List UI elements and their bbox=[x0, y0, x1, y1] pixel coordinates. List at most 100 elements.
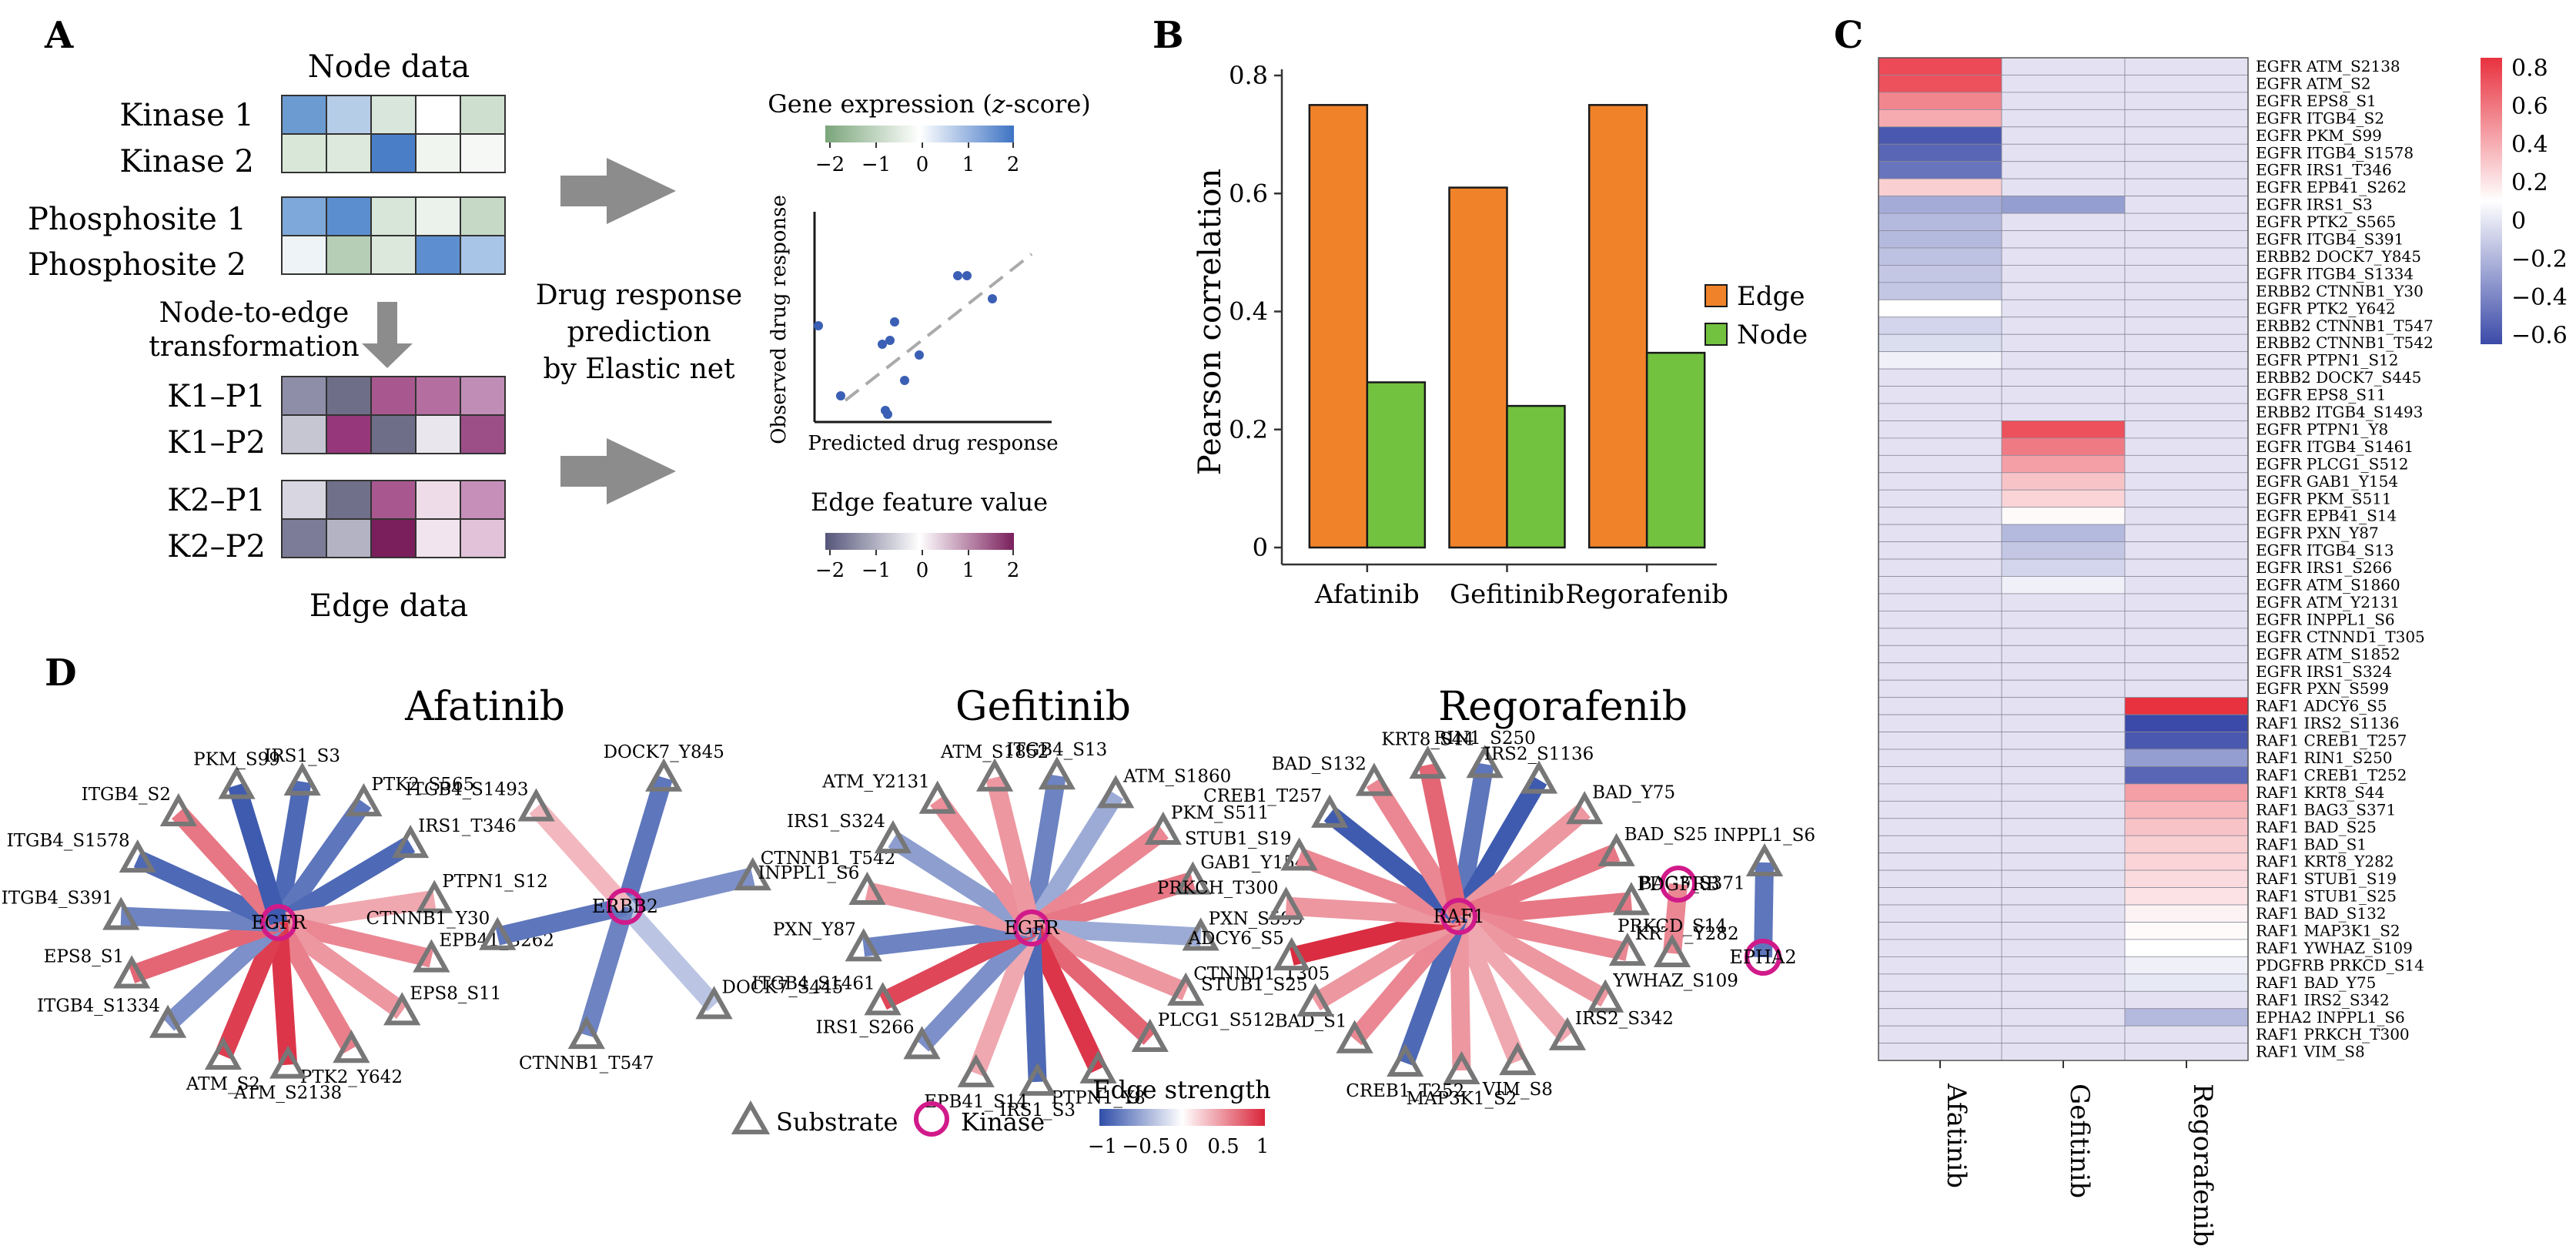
heatmap-cell bbox=[2124, 1008, 2249, 1027]
network-edge bbox=[1022, 927, 1047, 1083]
network-edge bbox=[277, 889, 437, 932]
network-edge bbox=[865, 882, 1034, 937]
model-label: prediction bbox=[567, 317, 711, 348]
substrate-triangle-icon bbox=[864, 982, 902, 1016]
substrate-label: PTK2_S565 bbox=[371, 775, 474, 795]
y-tick-label: 0.6 bbox=[1229, 179, 1268, 208]
heatmap-cell bbox=[2124, 507, 2249, 525]
network-edge bbox=[967, 924, 1041, 1077]
substrate-label: CREB1_T257 bbox=[1203, 786, 1322, 806]
substrate-triangle-icon bbox=[383, 992, 421, 1026]
heatmap-row-label: RAF1 ADCY6_S5 bbox=[2256, 697, 2387, 715]
heatmap-cell bbox=[2001, 507, 2126, 525]
heatmap-cell bbox=[1878, 766, 2002, 785]
gene-expression-legend-title: Gene expression (z-score) bbox=[768, 89, 1091, 119]
heatmap-cell bbox=[2124, 611, 2249, 629]
network-edge bbox=[1031, 919, 1202, 946]
heatmap-cell bbox=[2001, 628, 2126, 646]
heatmap-row-label: PDGFRB PRKCD_S14 bbox=[2256, 956, 2424, 974]
edge-row-label: K1–P1 bbox=[167, 379, 266, 414]
heatmap-cell bbox=[1878, 437, 2002, 456]
heatmap-cell bbox=[2001, 213, 2126, 231]
edge-cell bbox=[281, 376, 327, 416]
scatter-point bbox=[890, 317, 899, 327]
substrate-label: PTK2_Y642 bbox=[300, 1067, 403, 1087]
bar-node bbox=[1506, 404, 1566, 549]
tick-label: 2 bbox=[1007, 153, 1020, 176]
legend-label: Node bbox=[1737, 320, 1808, 350]
heatmap-cell bbox=[2124, 299, 2249, 318]
network-edge bbox=[862, 919, 1033, 957]
substrate-label: ITGB4_S1334 bbox=[37, 996, 160, 1017]
network-edge bbox=[214, 919, 288, 1060]
legend-label: Edge bbox=[1737, 281, 1805, 312]
heatmap-cell bbox=[2124, 576, 2249, 595]
heatmap-cell bbox=[2001, 869, 2126, 889]
colorbar-tick-label: −0.6 bbox=[2511, 323, 2568, 350]
heatmap-cell bbox=[2001, 611, 2126, 629]
substrate-triangle-icon bbox=[1466, 745, 1504, 779]
heatmap-cell bbox=[2124, 1025, 2249, 1044]
gene-expression-ticks: −2 −1 0 1 2 bbox=[815, 142, 1019, 176]
heatmap-cell bbox=[2124, 178, 2249, 196]
scatter-x-label: Predicted drug response bbox=[808, 432, 1058, 455]
heatmap-cell bbox=[2124, 230, 2249, 249]
right-arrow-icon bbox=[560, 438, 676, 504]
heatmap-cell bbox=[2124, 75, 2249, 93]
substrate-triangle-icon bbox=[416, 879, 453, 913]
kinase-label: EGFR bbox=[1004, 917, 1059, 939]
substrate-label: BAD_S25 bbox=[1624, 825, 1708, 845]
substrate-label: IRS1_S324 bbox=[787, 812, 885, 832]
edge-cell bbox=[370, 518, 417, 558]
substrate-triangle-icon bbox=[218, 765, 256, 799]
network-edge bbox=[1028, 919, 1189, 1000]
heatmap-cell bbox=[1878, 800, 2002, 819]
substrate-triangle-icon bbox=[119, 839, 156, 873]
heatmap-row-label: EGFR EPS8_S11 bbox=[2256, 386, 2387, 404]
substrate-triangle-icon bbox=[345, 782, 383, 817]
tick-label: 1 bbox=[1256, 1135, 1270, 1158]
panel-b: B 0 0.2 0.4 0.6 0.8 Pearson correlation Afatin… bbox=[1153, 14, 1808, 610]
heatmap-row-label: RAF1 BAD_S25 bbox=[2256, 818, 2377, 836]
heatmap-cell bbox=[1878, 524, 2002, 543]
edge-cell bbox=[370, 480, 417, 520]
substrate-triangle-icon bbox=[1597, 832, 1635, 866]
heatmap-cell bbox=[2001, 990, 2126, 1010]
node-cell bbox=[370, 133, 417, 173]
substrate-label: IRS1_S266 bbox=[816, 1017, 915, 1037]
heatmap-row-label: EGFR ATM_S1852 bbox=[2256, 645, 2400, 663]
heatmap-cell bbox=[2124, 697, 2249, 715]
substrate-triangle-icon bbox=[1280, 837, 1318, 871]
heatmap-cell bbox=[1878, 558, 2002, 577]
heatmap-row-label: EGFR ITGB4_S1578 bbox=[2256, 143, 2414, 162]
edge-row-label: K2–P1 bbox=[167, 483, 266, 518]
node-cell bbox=[460, 133, 506, 173]
heatmap-cell bbox=[2001, 783, 2126, 802]
heatmap-cell bbox=[1878, 990, 2002, 1010]
heatmap-row-label: EGFR EPS8_S1 bbox=[2256, 92, 2377, 110]
heatmap-cell bbox=[1878, 420, 2002, 439]
heatmap-cell bbox=[1878, 489, 2002, 508]
network-edge bbox=[1025, 921, 1156, 1045]
node-cell bbox=[281, 235, 327, 275]
panel-d: D Afatinib Gefitinib Regorafenib IRS1_S3… bbox=[2, 651, 1815, 1158]
edge-cell bbox=[281, 480, 327, 520]
substrate-label: IRS1_T346 bbox=[418, 816, 517, 836]
model-label: Drug response bbox=[536, 280, 742, 311]
edge-strength-colorbar bbox=[1099, 1109, 1265, 1126]
heatmap-cell bbox=[1878, 109, 2002, 128]
substrate-triangle-icon bbox=[1019, 1062, 1056, 1096]
bar-node bbox=[1645, 351, 1706, 549]
heatmap-cell bbox=[2001, 247, 2126, 266]
heatmap-cell bbox=[1878, 213, 2002, 231]
heatmap-cell bbox=[2001, 75, 2126, 93]
heatmap-cell bbox=[2124, 196, 2249, 214]
substrate-label: PKM_S511 bbox=[1171, 803, 1269, 823]
heatmap-cell bbox=[1878, 368, 2002, 387]
heatmap-cell bbox=[2124, 264, 2249, 283]
substrate-label: VIM_S8 bbox=[1482, 1080, 1553, 1100]
heatmap-row-label: EGFR EPB41_S262 bbox=[2256, 178, 2407, 196]
substrate-triangle-icon bbox=[1443, 1050, 1480, 1084]
heatmap-cell bbox=[1878, 869, 2002, 889]
substrate-triangle-icon bbox=[1355, 762, 1393, 796]
